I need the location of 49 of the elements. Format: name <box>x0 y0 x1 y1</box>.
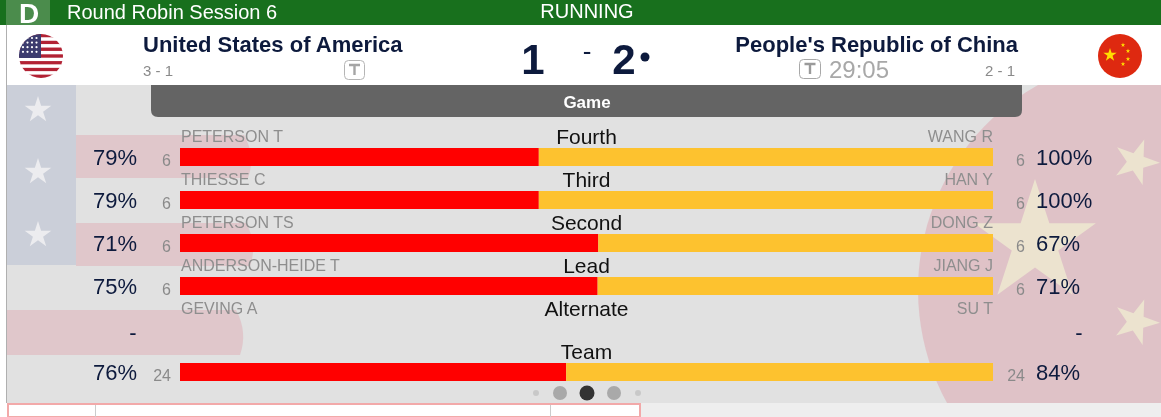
text: - <box>582 36 592 66</box>
text: 6 <box>1016 280 1026 298</box>
text: - <box>129 319 137 345</box>
y-tick-label: Lead <box>563 253 610 277</box>
text: 6 <box>1016 151 1026 169</box>
text: 6 <box>1016 194 1026 212</box>
y-tick-label: Fourth <box>556 124 617 148</box>
data-label: 67% <box>1036 230 1081 256</box>
annotation: Game <box>563 92 611 112</box>
data-label: 100% <box>1036 187 1093 213</box>
text: United States of America <box>143 31 404 57</box>
data-label: 71% <box>1036 273 1081 299</box>
y-tick-label: Second <box>550 210 623 234</box>
annotation: HAN Y <box>944 170 994 188</box>
annotation: WANG R <box>927 127 993 145</box>
annotation: 1 <box>521 35 545 83</box>
annotation: GEVING A <box>181 299 258 317</box>
data-label: 79% <box>92 144 137 170</box>
text: 24 <box>1007 366 1026 384</box>
text: 6 <box>162 151 172 169</box>
data-label: 71% <box>92 230 137 256</box>
annotation: Alternate <box>544 296 629 320</box>
data-label: 84% <box>1036 359 1081 385</box>
data-label: 100% <box>1036 144 1093 170</box>
y-tick-label: Team <box>560 339 613 363</box>
annotation: ANDERSON-HEIDE T <box>181 256 341 274</box>
text: Round Robin Session 6 <box>67 1 278 23</box>
annotation: THIESSE C <box>181 170 266 188</box>
annotation: 2 - 1 <box>984 61 1015 79</box>
text: People's Republic of China <box>735 31 1019 57</box>
text: 6 <box>1016 237 1026 255</box>
annotation: 2 <box>612 35 636 83</box>
text: 6 <box>162 194 172 212</box>
data-label: 79% <box>92 187 137 213</box>
text: 3 - 1 <box>143 61 174 79</box>
text: 24 <box>153 366 172 384</box>
annotation: PETERSON T <box>181 127 284 145</box>
text: 6 <box>162 237 172 255</box>
text: D <box>18 0 40 29</box>
text: - <box>1075 319 1083 345</box>
annotation: PETERSON TS <box>181 213 294 231</box>
annotation: JIANG J <box>933 256 993 274</box>
annotation: DONG Z <box>930 213 994 231</box>
text: RUNNING <box>540 0 634 22</box>
text: 6 <box>162 280 172 298</box>
y-tick-label: Third <box>562 167 611 191</box>
annotation: SU T <box>956 299 994 317</box>
data-label: 75% <box>92 273 137 299</box>
data-label: 76% <box>92 359 137 385</box>
